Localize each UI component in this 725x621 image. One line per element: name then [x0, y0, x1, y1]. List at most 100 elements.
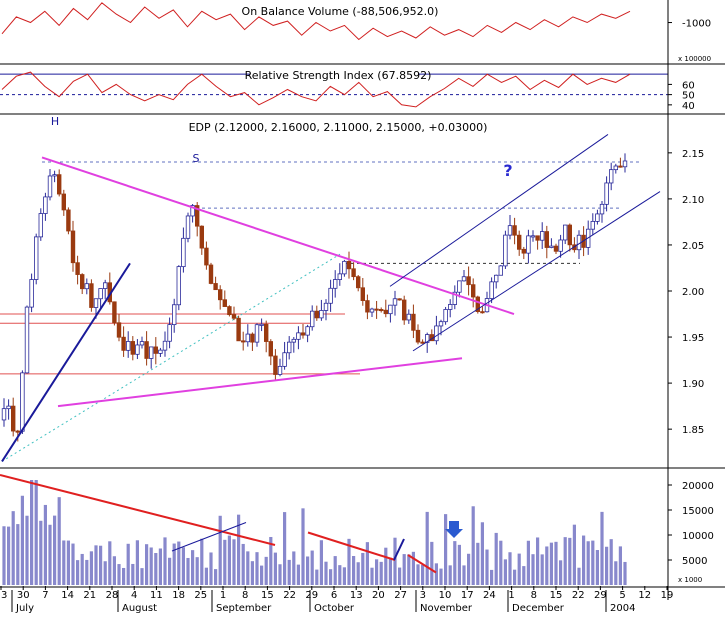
- candle-body: [222, 299, 227, 307]
- volume-bar: [80, 553, 84, 585]
- volume-bar: [269, 536, 273, 585]
- volume-bar: [448, 565, 452, 585]
- x-tick-label: 17: [461, 590, 474, 601]
- candle-body: [332, 279, 338, 289]
- volume-bar: [264, 556, 268, 585]
- volume-bar: [181, 547, 185, 585]
- candle-body: [24, 306, 30, 374]
- volume-bar: [365, 542, 369, 585]
- volume-bar: [393, 537, 397, 585]
- candle-body: [1, 408, 7, 421]
- channel-lower-line: [412, 191, 661, 352]
- volume-bar: [273, 552, 277, 585]
- volume-bar: [283, 512, 287, 585]
- volume-bar: [618, 546, 622, 585]
- volume-bar: [568, 537, 572, 585]
- volume-bar: [467, 553, 471, 585]
- volume-bar: [582, 535, 586, 585]
- candle-body: [411, 313, 416, 331]
- candle-body: [38, 213, 43, 238]
- candle-body: [126, 341, 131, 351]
- candle-body: [613, 165, 618, 171]
- volume-bar: [126, 543, 130, 585]
- candle-body: [112, 301, 117, 324]
- candle-body: [135, 344, 140, 355]
- candle-body: [498, 265, 503, 276]
- volume-bar: [549, 542, 553, 585]
- volume-bar: [53, 515, 57, 585]
- volume-bar: [232, 539, 236, 585]
- volume-tick-label: 20000: [682, 481, 714, 492]
- volume-bar: [16, 524, 20, 585]
- obv-title: On Balance Volume (-88,506,952.0): [242, 5, 439, 18]
- volume-bar: [421, 564, 425, 585]
- x-tick-label: 19: [661, 590, 674, 601]
- candle-body: [277, 365, 283, 375]
- candle-body: [273, 355, 278, 375]
- volume-bar: [554, 541, 558, 585]
- price-tick-label: 2.15: [682, 149, 704, 160]
- candle-body: [360, 287, 365, 301]
- volume-uptrend-line: [171, 522, 247, 552]
- volume-bar: [476, 542, 480, 585]
- x-tick-label: 14: [61, 590, 74, 601]
- volume-bar: [30, 480, 34, 585]
- candle-body: [480, 311, 485, 314]
- volume-bar: [411, 551, 415, 585]
- candle-body: [434, 325, 439, 342]
- candle-body: [130, 341, 135, 355]
- channel-upper-line: [389, 134, 609, 287]
- price-tick-label: 1.85: [682, 425, 704, 436]
- month-label: September: [216, 603, 272, 614]
- candle-body: [300, 332, 306, 336]
- volume-bar: [416, 564, 420, 585]
- x-tick-label: 20: [372, 590, 385, 601]
- volume-bar: [11, 511, 15, 585]
- candle-body: [204, 247, 209, 266]
- candle-body: [250, 333, 255, 343]
- volume-bar: [200, 538, 204, 585]
- candle-body: [535, 235, 540, 241]
- candle-body: [52, 174, 57, 177]
- candle-body: [374, 308, 379, 311]
- triangle-lower-trendline: [57, 357, 463, 408]
- x-tick-label: 4: [131, 590, 137, 601]
- candle-body: [420, 341, 425, 344]
- candle-body: [392, 298, 398, 306]
- volume-downtrend-line: [407, 554, 437, 574]
- candle-body: [369, 308, 375, 313]
- volume-bar: [315, 569, 319, 585]
- candle-body: [121, 336, 126, 351]
- candle-body: [148, 346, 154, 359]
- candle-body: [323, 302, 329, 311]
- candle-body: [401, 299, 407, 321]
- obv-tick-label: -1000: [682, 19, 711, 30]
- x-tick-label: 22: [283, 590, 296, 601]
- volume-bar: [57, 497, 61, 585]
- x-tick-label: 5: [619, 590, 625, 601]
- candle-body: [15, 430, 20, 433]
- volume-bar: [370, 567, 374, 585]
- month-label: October: [314, 603, 355, 614]
- volume-bar: [218, 515, 222, 585]
- volume-bar: [76, 560, 80, 585]
- volume-bar: [347, 538, 351, 585]
- volume-bar: [324, 561, 328, 585]
- candle-body: [521, 248, 526, 254]
- price-tick-label: 2.05: [682, 241, 704, 252]
- candle-body: [286, 341, 292, 354]
- candle-body: [6, 405, 11, 410]
- candle-body: [540, 231, 545, 241]
- volume-bar: [122, 567, 126, 585]
- volume-bar: [241, 543, 245, 585]
- x-tick-label: 8: [531, 590, 537, 601]
- volume-bar: [586, 541, 590, 585]
- volume-bar: [154, 553, 158, 585]
- volume-bar: [112, 556, 116, 585]
- volume-bar: [430, 541, 434, 585]
- rsi-tick-label: 60: [682, 80, 695, 91]
- volume-bar: [255, 552, 259, 585]
- candle-body: [493, 274, 499, 283]
- month-label: December: [512, 603, 565, 614]
- candle-body: [337, 273, 342, 280]
